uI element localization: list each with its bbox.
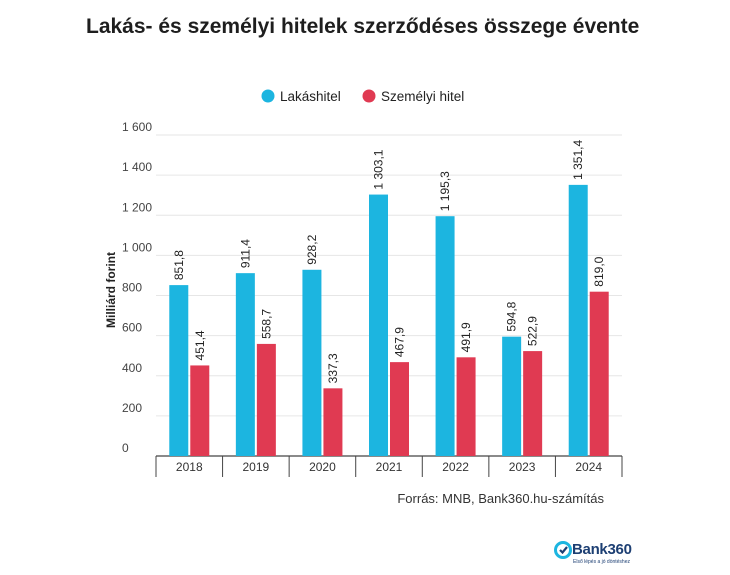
bar-lakashitel: [568, 184, 588, 457]
data-label: 911,4: [238, 239, 252, 268]
x-tick-label: 2022: [442, 460, 469, 474]
y-tick-label: 800: [122, 281, 142, 295]
brand-name: Bank360: [572, 541, 632, 558]
legend: Lakáshitel Személyi hitel: [261, 89, 464, 104]
x-tick-label: 2020: [309, 460, 336, 474]
y-tick-label: 1 400: [122, 160, 152, 174]
bar-lakashitel: [369, 194, 388, 457]
data-label: 819,0: [592, 256, 606, 286]
bar-lakashitel: [169, 285, 189, 456]
brand-logo: Bank360 Első lépés a jó döntéshez: [554, 541, 644, 571]
bar-lakashitel: [235, 273, 255, 456]
y-tick-label: 1 200: [122, 200, 152, 214]
bank360-icon: [554, 541, 572, 559]
y-tick-label: 1 600: [122, 120, 152, 134]
data-label: 337,3: [326, 353, 340, 383]
bar-szemelyi-hitel: [256, 343, 276, 456]
bar-szemelyi-hitel: [456, 357, 476, 456]
data-label: 467,9: [393, 327, 407, 357]
source-note: Forrás: MNB, Bank360.hu-számítás: [397, 491, 604, 506]
y-tick-label: 0: [122, 441, 129, 455]
data-label: 558,7: [259, 309, 273, 339]
bar-szemelyi-hitel: [390, 362, 409, 456]
y-tick-label: 400: [122, 361, 142, 375]
y-axis-title: Milliárd forint: [104, 252, 118, 328]
legend-label: Lakáshitel: [280, 89, 341, 104]
chart-title: Lakás- és személyi hitelek szerződéses ö…: [86, 15, 640, 38]
bar-szemelyi-hitel: [323, 388, 343, 456]
data-label: 1 351,4: [571, 140, 585, 180]
brand-tagline: Első lépés a jó döntéshez: [573, 559, 630, 565]
legend-label: Személyi hitel: [381, 89, 464, 104]
y-tick-label: 1 000: [122, 240, 152, 254]
data-label: 1 303,1: [372, 149, 386, 189]
x-tick-label: 2021: [376, 460, 403, 474]
bar-szemelyi-hitel: [589, 291, 609, 456]
data-label: 851,8: [172, 250, 186, 280]
axis-layer: 0 200 400 600 800 1 000 1 200 1 400 1 600 2018 201…: [122, 120, 623, 477]
label-layer: 851,8 911,4 928,2 1 303,1 1 195,3 594,8 1 351,…: [172, 140, 606, 384]
bar-lakashitel: [435, 216, 455, 456]
grid-layer: [156, 134, 622, 417]
x-tick-label: 2019: [243, 460, 270, 474]
bar-szemelyi-hitel: [190, 365, 210, 456]
bar-layer: [169, 184, 609, 457]
y-tick-label: 600: [122, 321, 142, 335]
legend-swatch: [261, 89, 275, 103]
data-label: 928,2: [305, 234, 319, 264]
legend-swatch: [362, 89, 376, 103]
bar-lakashitel: [502, 336, 522, 456]
data-label: 522,9: [526, 316, 540, 346]
data-label: 451,4: [193, 330, 207, 360]
bar-szemelyi-hitel: [523, 351, 543, 456]
x-tick-label: 2024: [575, 460, 602, 474]
data-label: 1 195,3: [438, 171, 452, 211]
bar-lakashitel: [302, 269, 322, 456]
data-label: 491,9: [459, 322, 473, 352]
data-label: 594,8: [505, 301, 519, 331]
y-tick-label: 200: [122, 401, 142, 415]
x-tick-label: 2018: [176, 460, 203, 474]
x-tick-label: 2023: [509, 460, 536, 474]
